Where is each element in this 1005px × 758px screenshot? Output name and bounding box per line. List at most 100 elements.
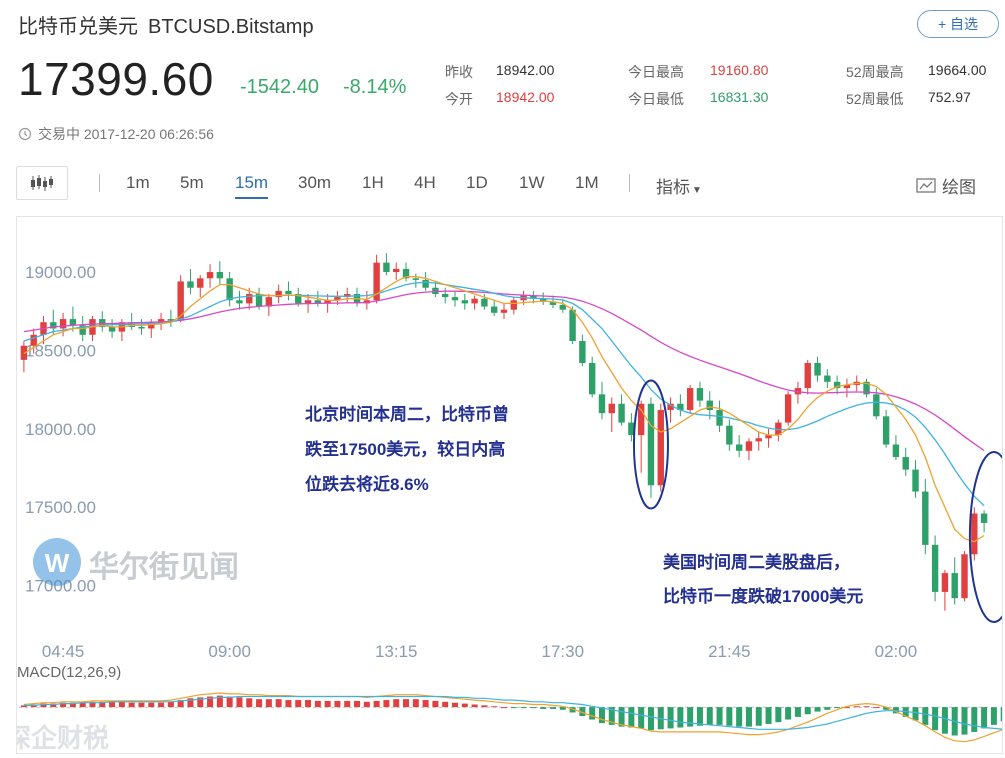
macd-histogram-bar [932,707,939,731]
candle-body [667,403,674,411]
ma-slow-line [23,281,985,507]
macd-histogram-bar [187,698,194,708]
macd-histogram-bar [373,700,380,708]
candle-body [637,403,645,436]
open-label: 今开 [445,91,473,107]
macd-histogram-bar [69,702,76,708]
candle-body [285,290,292,294]
tab-timeframe-1d[interactable]: 1D [466,173,488,192]
candle-body [931,544,939,592]
price-change-percent: -8.14% [343,76,407,98]
candle-body [726,425,733,445]
candle-body [373,262,380,301]
macd-dif-line [23,692,1004,743]
macd-histogram-bar [873,707,880,709]
macd-histogram-bar [40,703,47,708]
macd-histogram-bar [471,704,478,708]
indicator-menu[interactable]: 指标 ▼ [656,173,702,198]
candle-body [471,298,478,304]
candlestick-type-button[interactable] [16,166,68,200]
candle-body [598,394,606,414]
macd-histogram-bar [344,700,351,708]
ma-fast-line [23,276,985,543]
macd-histogram-bar [530,707,537,709]
tab-timeframe-1m[interactable]: 1m [126,173,150,192]
candle-body [30,334,37,346]
macd-histogram-bar [834,707,841,709]
candle-body [863,381,870,395]
macd-histogram-bar [118,701,125,708]
macd-histogram-bar [775,707,782,723]
prev-close-label: 昨收 [445,64,473,80]
tab-timeframe-30m[interactable]: 30m [298,173,332,192]
candle-body [628,422,635,436]
macd-histogram-bar [814,707,821,712]
macd-histogram-bar [961,707,968,735]
candle-body [824,375,831,382]
candle-body [265,297,273,307]
candle-body [422,279,429,288]
last-price: 17399.60 [18,53,214,105]
macd-histogram-bar [549,707,556,709]
macd-histogram-bar [687,707,694,727]
macd-histogram-bar [843,707,850,709]
macd-histogram-bar [452,702,459,708]
y-tick-label: 17000.00 [25,577,96,596]
macd-histogram-bar [50,703,57,708]
macd-histogram-bar [383,700,390,708]
chart-panel[interactable]: 19000.00 18500.00 18000.00 17500.00 17000.00… [5,216,1005,754]
price-chart[interactable]: 19000.00 18500.00 18000.00 17500.00 17000.00… [5,217,1005,753]
candle-body [461,300,469,304]
candle-body [961,554,968,599]
macd-histogram-bar [1000,707,1005,722]
x-tick-label: 21:45 [708,642,751,661]
macd-histogram-bar [491,706,498,708]
candle-body [412,278,420,280]
macd-histogram-bar [863,706,870,708]
candle-body [226,278,233,301]
macd-histogram-bar [540,707,547,709]
candle-body [539,298,547,302]
candle-body [765,435,772,439]
tab-timeframe-4h[interactable]: 4H [414,173,436,192]
add-watchlist-button[interactable]: + 自选 [917,10,999,38]
candle-body [716,410,723,426]
macd-histogram-bar [794,707,801,717]
candlestick-icon [31,175,53,191]
instrument-title: 比特币兑美元 BTCUSD.Bitstamp [18,10,314,39]
candle-body [148,322,155,329]
tab-timeframe-1m[interactable]: 1M [575,173,599,192]
candle-body [755,438,762,442]
tab-timeframe-1h[interactable]: 1H [362,173,384,192]
macd-histogram-bar [755,707,762,726]
macd-histogram-bar [285,700,292,708]
candle-body [491,306,498,313]
macd-histogram-bar [608,707,615,725]
day-high-label: 今日最高 [628,64,684,80]
macd-histogram-bar [824,707,831,710]
candle-body [912,469,919,492]
macd-histogram-bar [804,707,811,715]
candle-body [941,573,949,592]
candle-body [618,403,625,423]
candle-body [383,262,390,273]
y-tick-label: 19000.00 [25,263,96,282]
macd-histogram-bar [167,701,174,708]
macd-histogram-bar [20,705,27,708]
draw-tool-button[interactable]: 绘图 [916,173,976,198]
x-tick-label: 04:45 [42,642,85,661]
draw-chart-icon [916,177,936,193]
candle-body [843,384,851,389]
tab-timeframe-1w[interactable]: 1W [519,173,545,192]
annotation-text: 美国时间周二美股盘后， [663,552,850,572]
tab-timeframe-15m[interactable]: 15m [235,173,269,199]
macd-histogram-bar [158,702,165,708]
candle-body [59,319,67,329]
annotation-text: 位跌去将近8.6% [305,474,429,494]
tab-timeframe-5m[interactable]: 5m [180,173,204,192]
macd-histogram-bar [109,701,116,708]
candle-body [579,341,586,363]
chart-toolbar: 1m 5m 15m 30m 1H 4H 1D 1W 1M 指标 ▼ 绘图 [16,166,1004,204]
instrument-name: 比特币兑美元 [18,16,138,38]
macd-histogram-bar [981,707,988,729]
